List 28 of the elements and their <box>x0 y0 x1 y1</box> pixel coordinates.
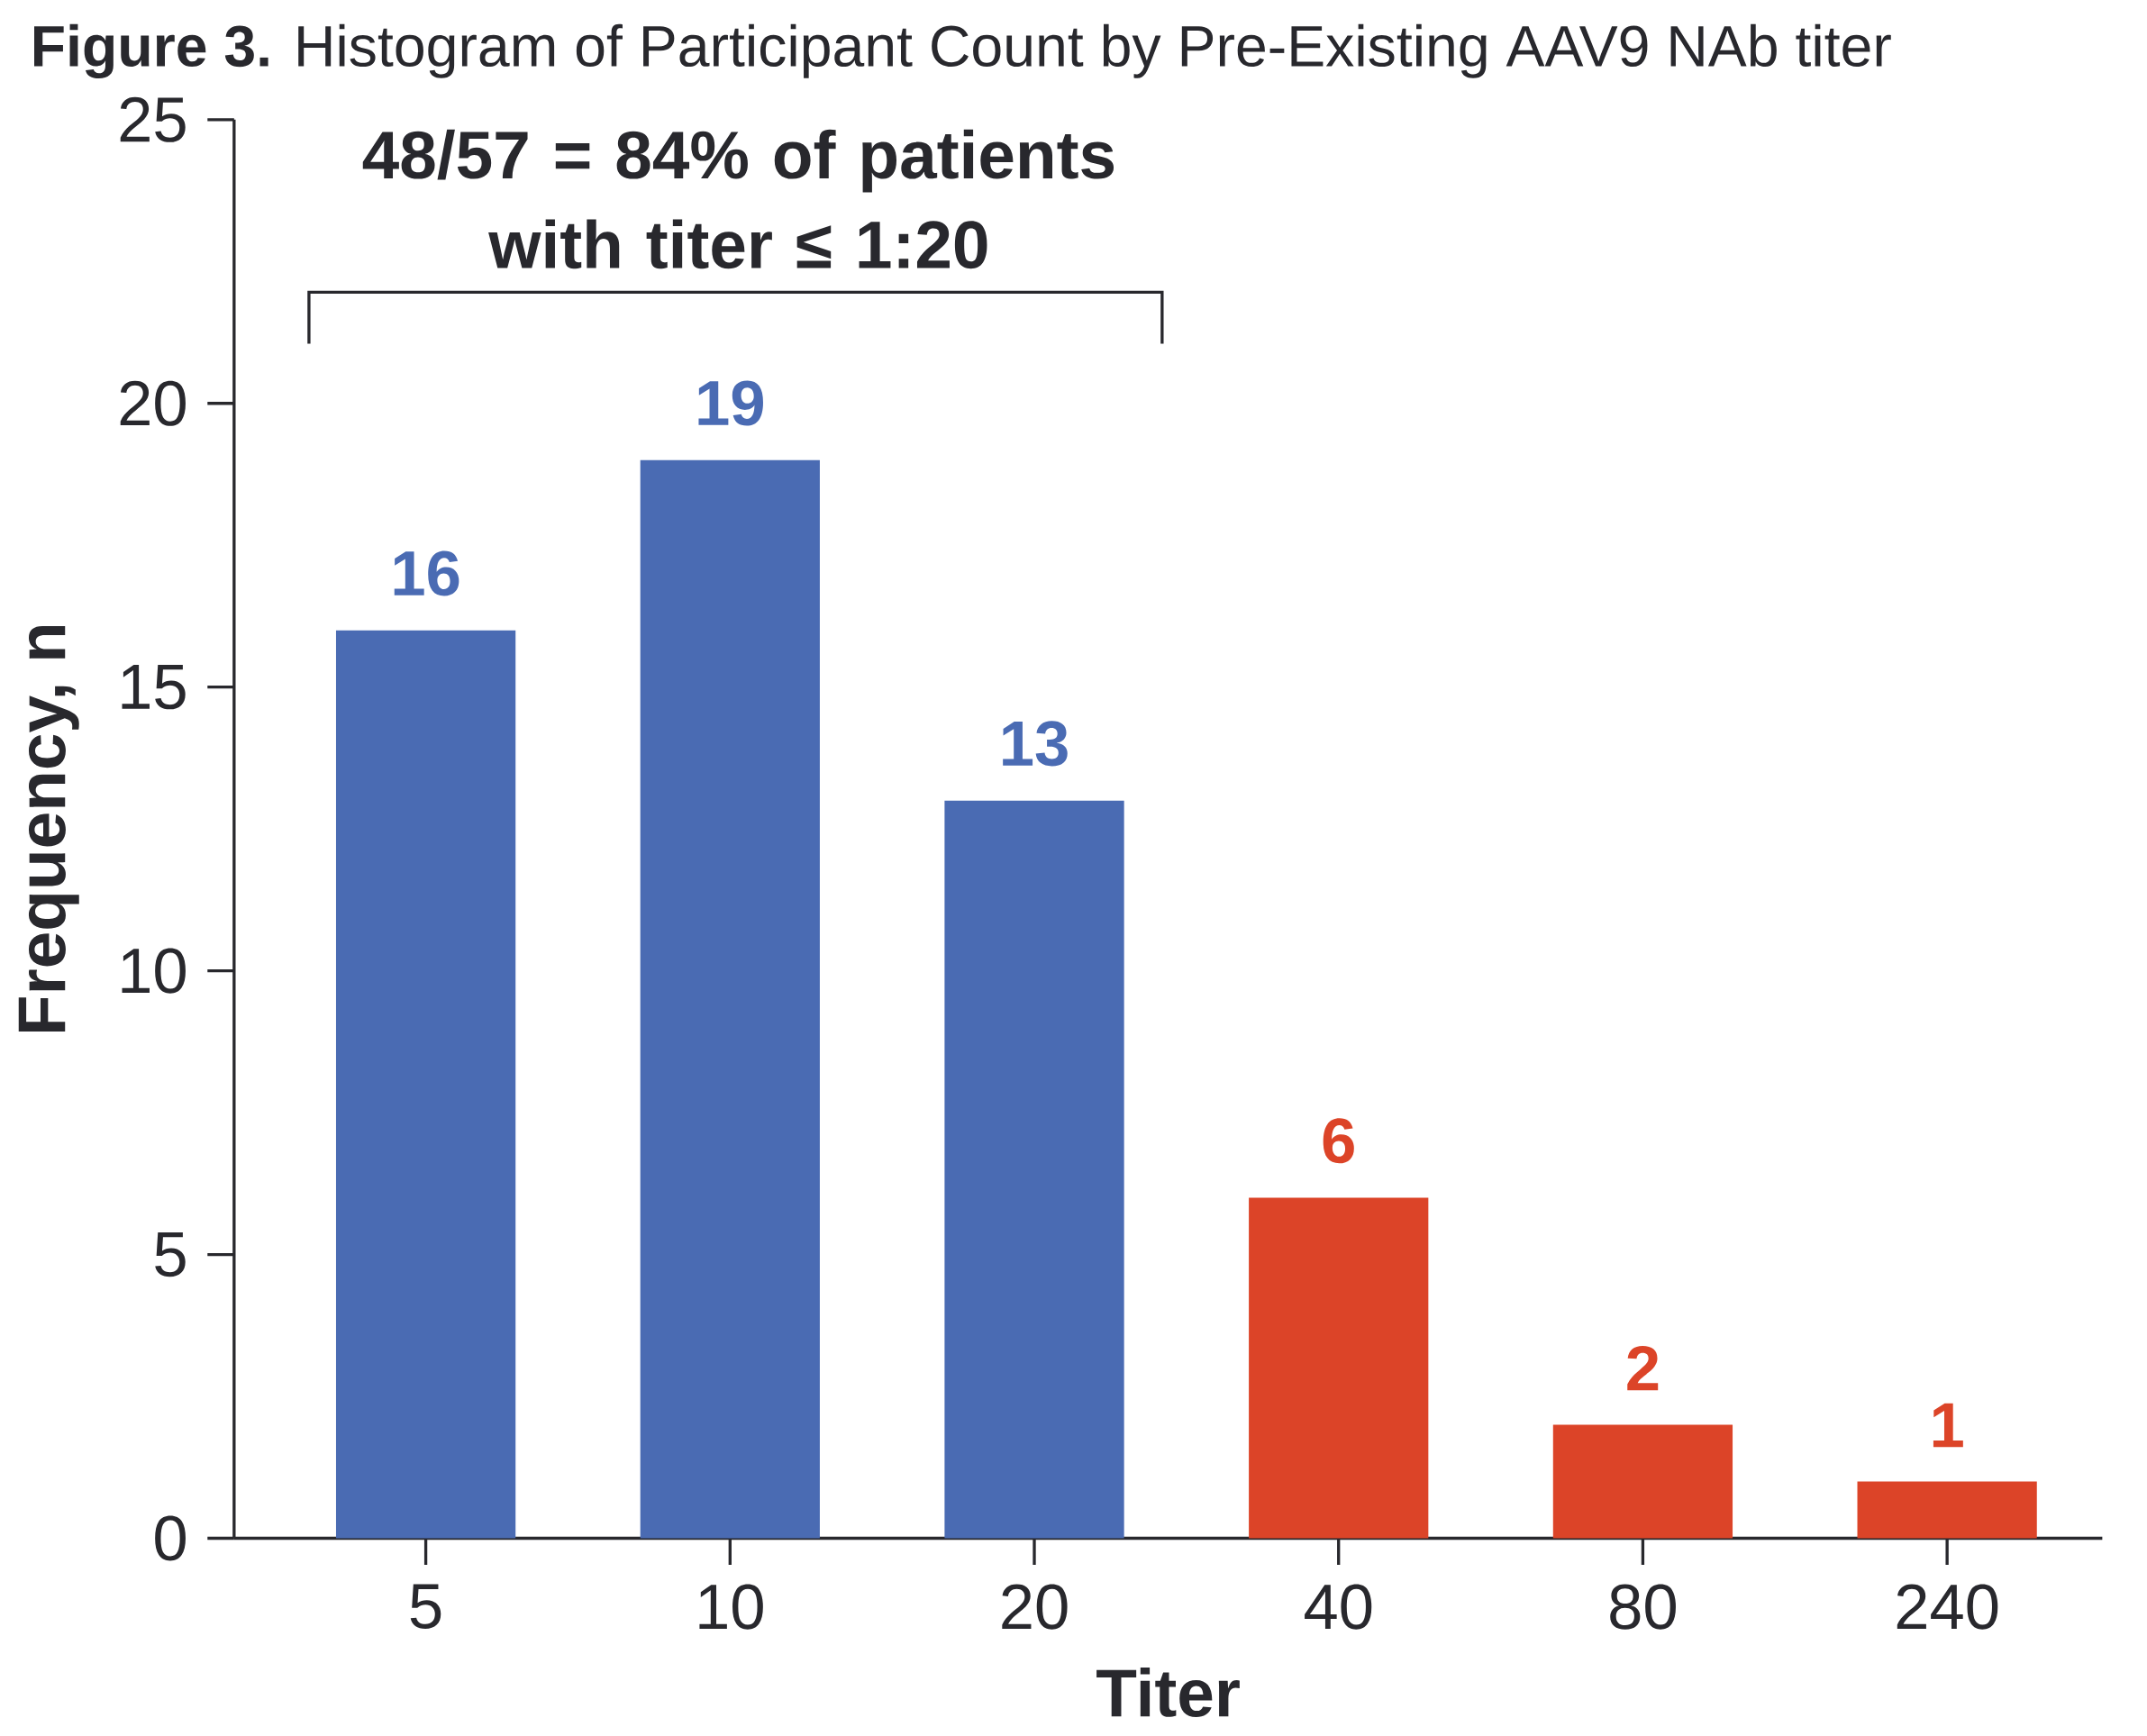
y-tick-label: 10 <box>122 948 186 994</box>
x-tick-label: 5 <box>410 1584 441 1630</box>
x-tick-label: 10 <box>699 1584 763 1630</box>
bar <box>1249 1197 1429 1539</box>
bar <box>1857 1481 2037 1539</box>
x-tick-label: 20 <box>1002 1584 1068 1630</box>
y-tick-label: 15 <box>122 665 186 710</box>
bar <box>335 630 516 1539</box>
x-tick-label: 40 <box>1305 1584 1372 1630</box>
data-label: 13 <box>1003 721 1068 767</box>
y-tick-label: 25 <box>120 96 186 142</box>
data-label: 16 <box>394 550 459 596</box>
y-tick-label: 0 <box>155 1515 186 1561</box>
y-tick-label: 20 <box>120 380 186 426</box>
chart-title: Figure 3. Histogram of Participant Count by Pre-Existing AAV9 NAb titer <box>34 23 1891 79</box>
data-label: 2 <box>1627 1346 1659 1391</box>
y-tick-label: 5 <box>155 1232 186 1277</box>
x-tick-label: 240 <box>1897 1584 1998 1630</box>
data-label: 1 <box>1933 1403 1963 1448</box>
x-tick-label: 80 <box>1610 1584 1676 1630</box>
x-axis-title: Titer <box>1096 1668 1240 1718</box>
bar <box>1552 1424 1733 1539</box>
bar <box>640 459 820 1539</box>
data-label: 19 <box>698 380 763 426</box>
annotation: 48/57 = 84% of patients with titer ≤ 1:20 <box>362 129 1114 269</box>
y-axis-title: Frequency, n <box>18 626 79 1032</box>
data-label: 6 <box>1323 1118 1354 1164</box>
bar <box>944 800 1124 1539</box>
